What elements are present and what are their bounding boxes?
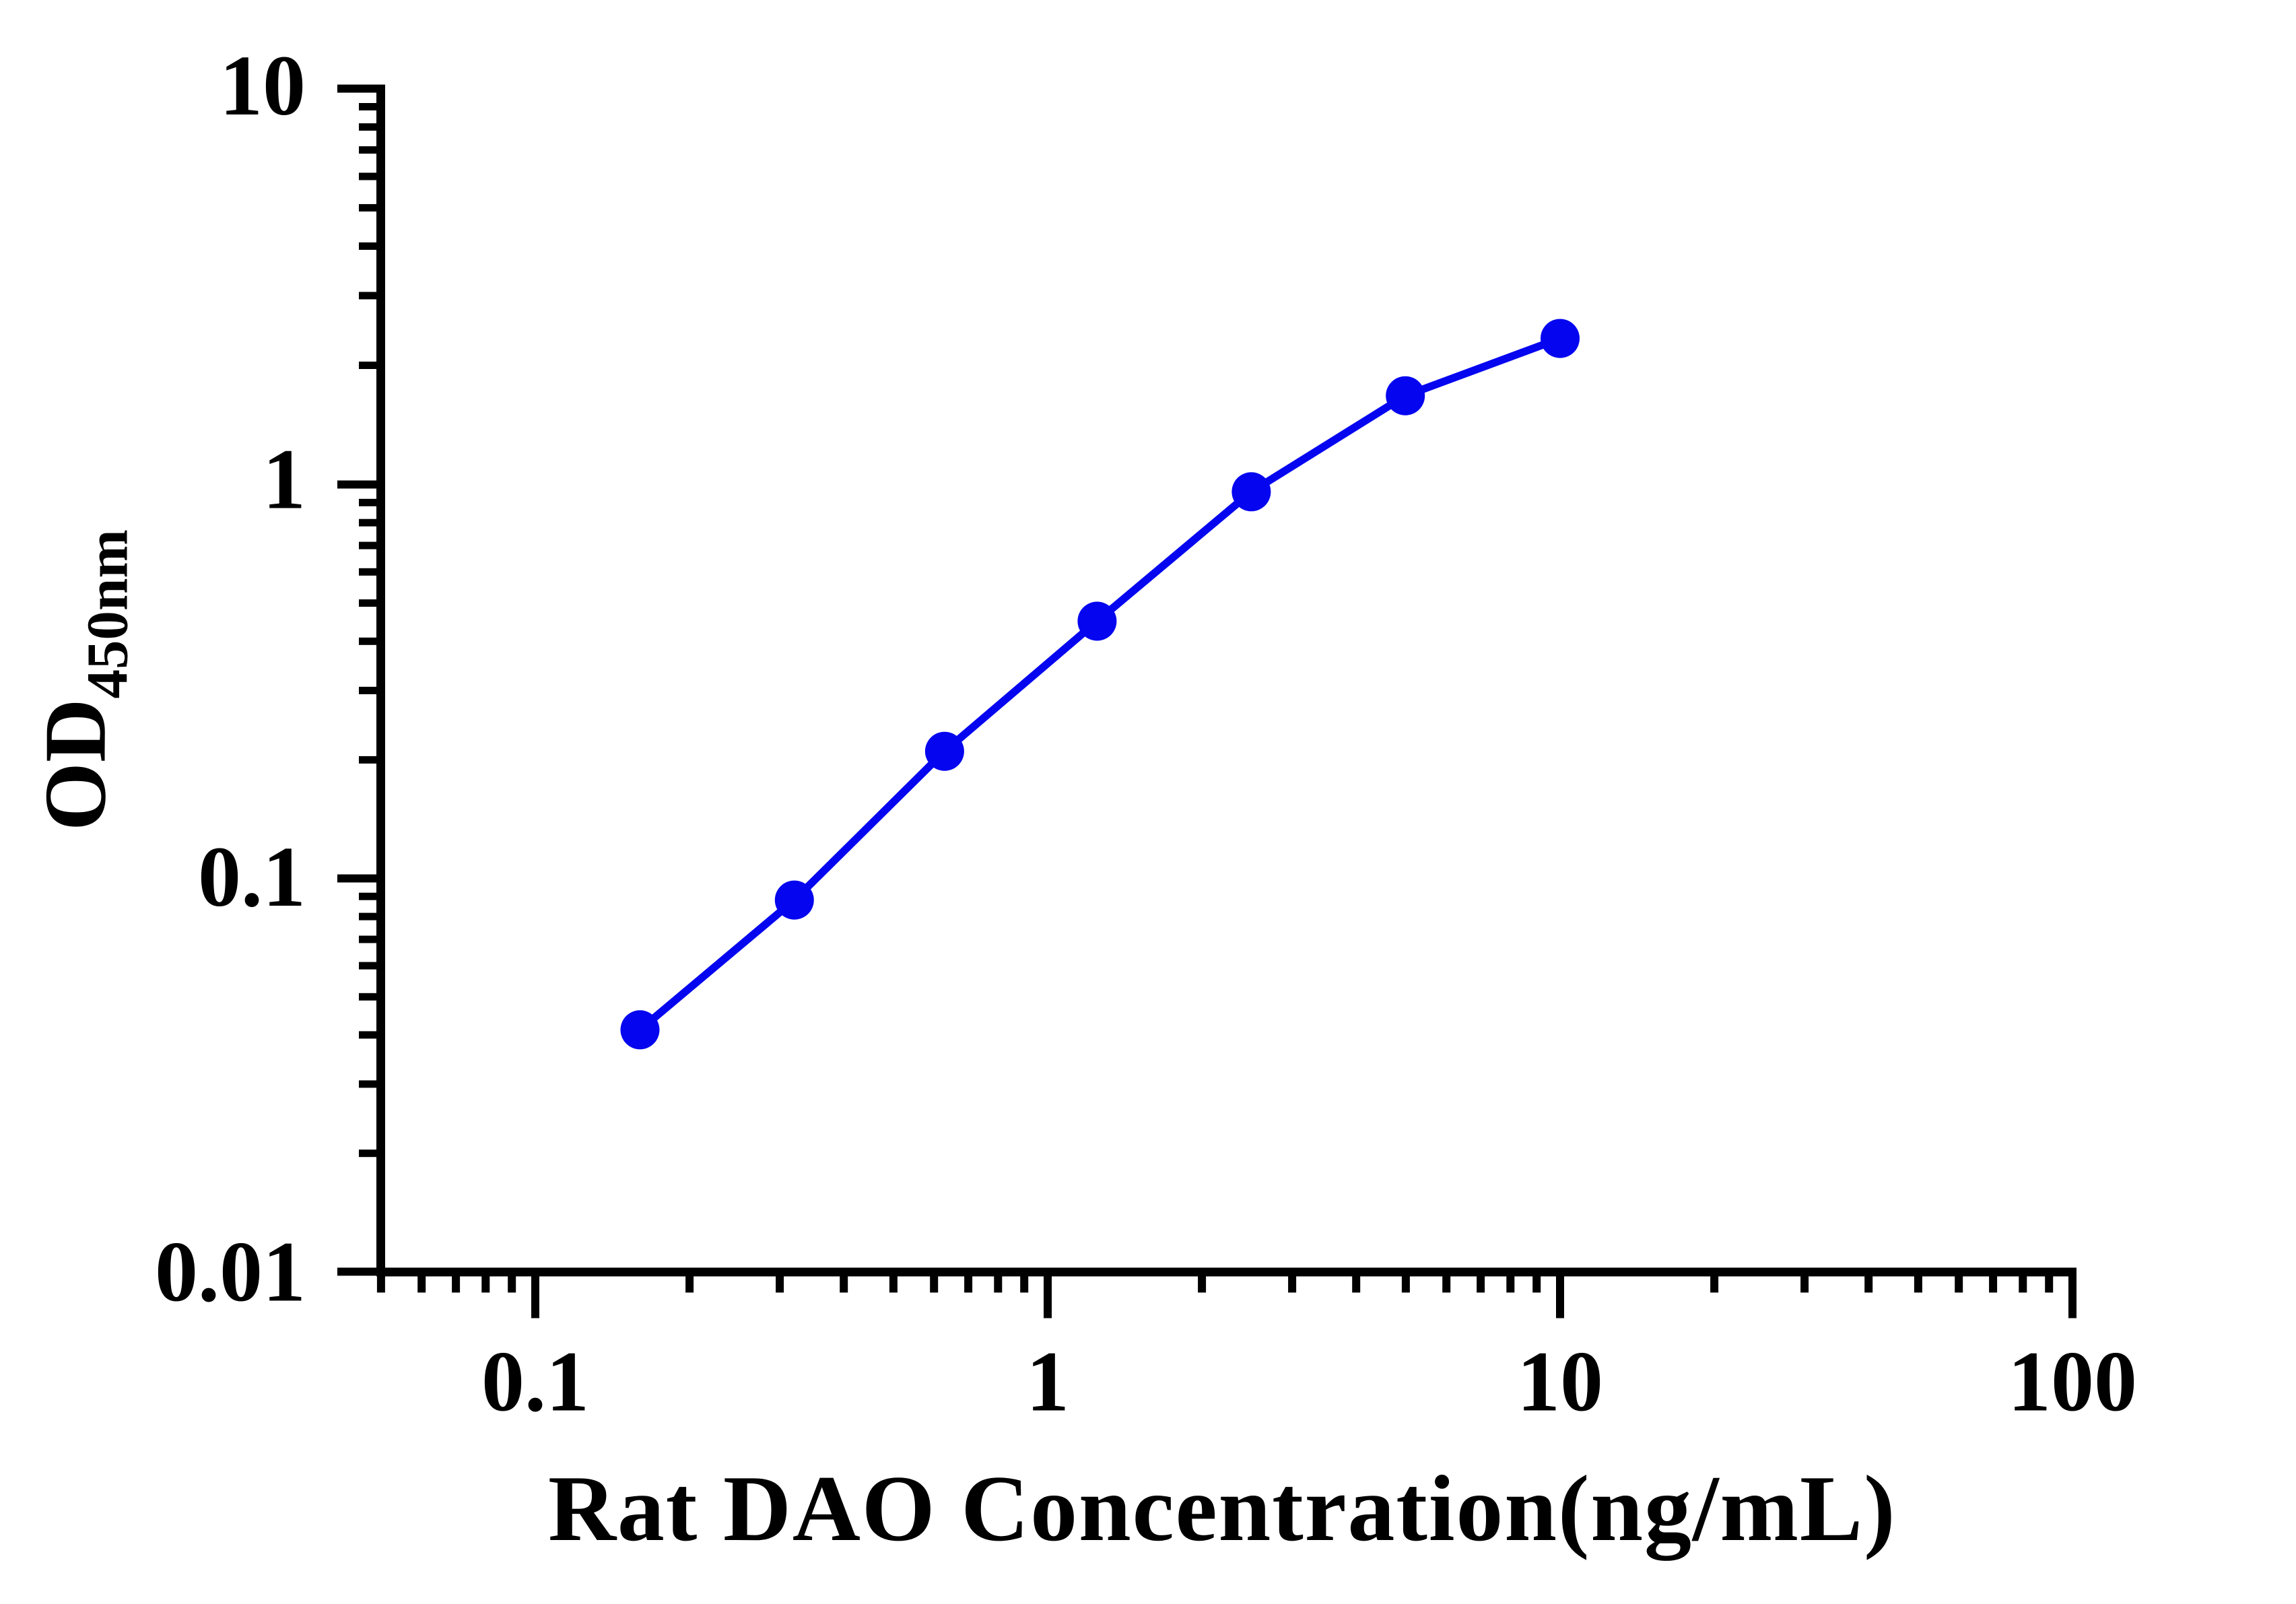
svg-text:10: 10 — [1517, 1334, 1603, 1430]
svg-text:Rat DAO Concentration(ng/mL): Rat DAO Concentration(ng/mL) — [548, 1457, 1896, 1561]
svg-text:0.1: 0.1 — [198, 829, 306, 925]
svg-text:100: 100 — [2008, 1334, 2137, 1430]
svg-text:1: 1 — [263, 432, 306, 527]
svg-text:0.01: 0.01 — [155, 1224, 306, 1320]
svg-text:0.1: 0.1 — [481, 1334, 589, 1430]
svg-text:1: 1 — [1026, 1334, 1069, 1430]
svg-text:10: 10 — [220, 38, 306, 133]
